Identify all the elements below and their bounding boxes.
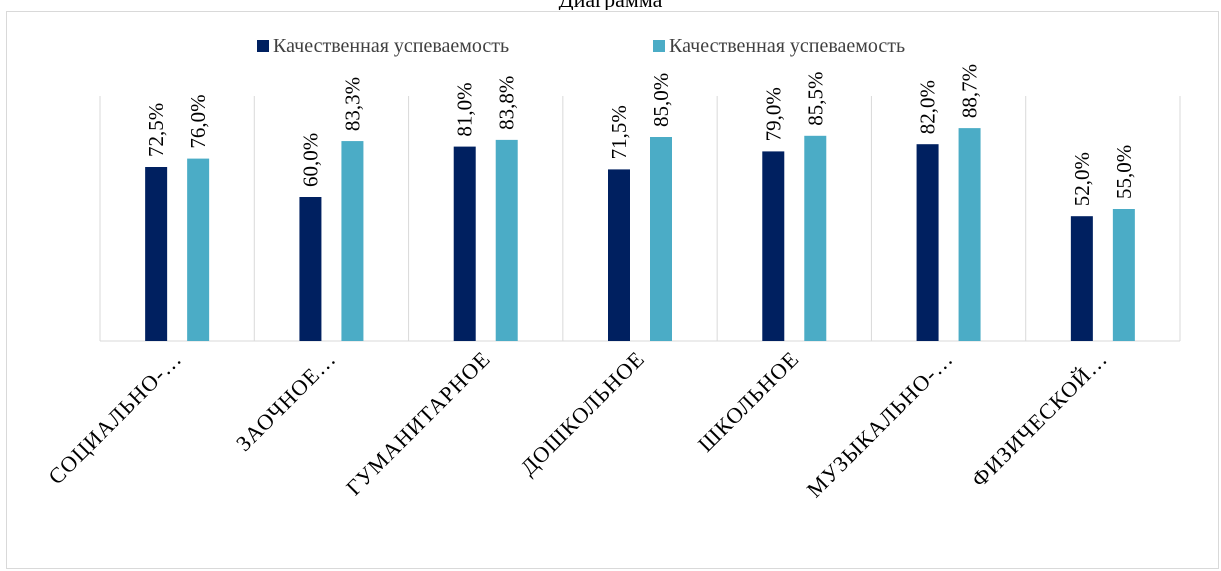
data-label: 52,0% <box>1070 152 1094 206</box>
bar[interactable] <box>804 135 827 341</box>
data-label: 72,5% <box>144 103 168 157</box>
legend-label[interactable]: Качественная успеваемость <box>273 35 509 57</box>
grid-lines <box>99 96 1181 341</box>
data-label: 82,0% <box>916 80 940 134</box>
legend-swatch <box>257 40 269 52</box>
data-label: 79,0% <box>761 87 785 141</box>
legend-label[interactable]: Качественная успеваемость <box>669 35 905 57</box>
data-label: 85,5% <box>803 72 827 126</box>
data-label: 76,0% <box>186 94 210 148</box>
bar[interactable] <box>1070 216 1093 341</box>
bar[interactable] <box>145 167 168 341</box>
legend[interactable]: Качественная успеваемость Качественная ус… <box>257 35 905 57</box>
bar[interactable] <box>495 139 518 341</box>
bar[interactable] <box>1112 209 1135 341</box>
x-tick-label: МУЗЫКАЛЬНО-… <box>802 346 958 502</box>
bar[interactable] <box>299 197 322 341</box>
x-tick-label: ФИЗИЧЕСКОЙ… <box>966 346 1112 492</box>
bar[interactable] <box>608 169 630 341</box>
x-tick-label: ДОШКОЛЬНОЕ <box>515 346 649 480</box>
data-label: 85,0% <box>649 73 673 127</box>
x-tick-label: ШКОЛЬНОЕ <box>693 346 804 457</box>
legend-swatch <box>653 40 665 52</box>
x-tick-labels: СОЦИАЛЬНО-… ЗАОЧНОЕ… ГУМАНИТАРНОЕ ДОШКОЛЬНО… <box>43 346 1112 502</box>
chart-title: Диаграмма <box>0 0 1221 10</box>
data-label: 88,7% <box>958 64 982 118</box>
bars <box>145 128 1135 341</box>
bar[interactable] <box>916 144 939 341</box>
x-tick-label: ГУМАНИТАРНОЕ <box>341 346 495 500</box>
bar[interactable] <box>341 141 364 341</box>
bar[interactable] <box>958 128 981 341</box>
x-tick-label: СОЦИАЛЬНО-… <box>43 346 186 489</box>
data-label: 55,0% <box>1112 145 1136 199</box>
data-label: 60,0% <box>298 133 322 187</box>
data-labels: 72,5% 76,0% 60,0% 83,3% 81,0% 83,8% 71,5% 85,0%… <box>144 64 1136 206</box>
bar[interactable] <box>453 146 476 341</box>
data-label: 81,0% <box>453 82 477 136</box>
data-label: 83,8% <box>495 76 519 130</box>
bar[interactable] <box>762 151 785 341</box>
bar[interactable] <box>650 137 672 341</box>
x-tick-label: ЗАОЧНОЕ… <box>231 346 341 456</box>
data-label: 71,5% <box>607 105 631 159</box>
data-label: 83,3% <box>340 77 364 131</box>
bar[interactable] <box>187 158 210 341</box>
